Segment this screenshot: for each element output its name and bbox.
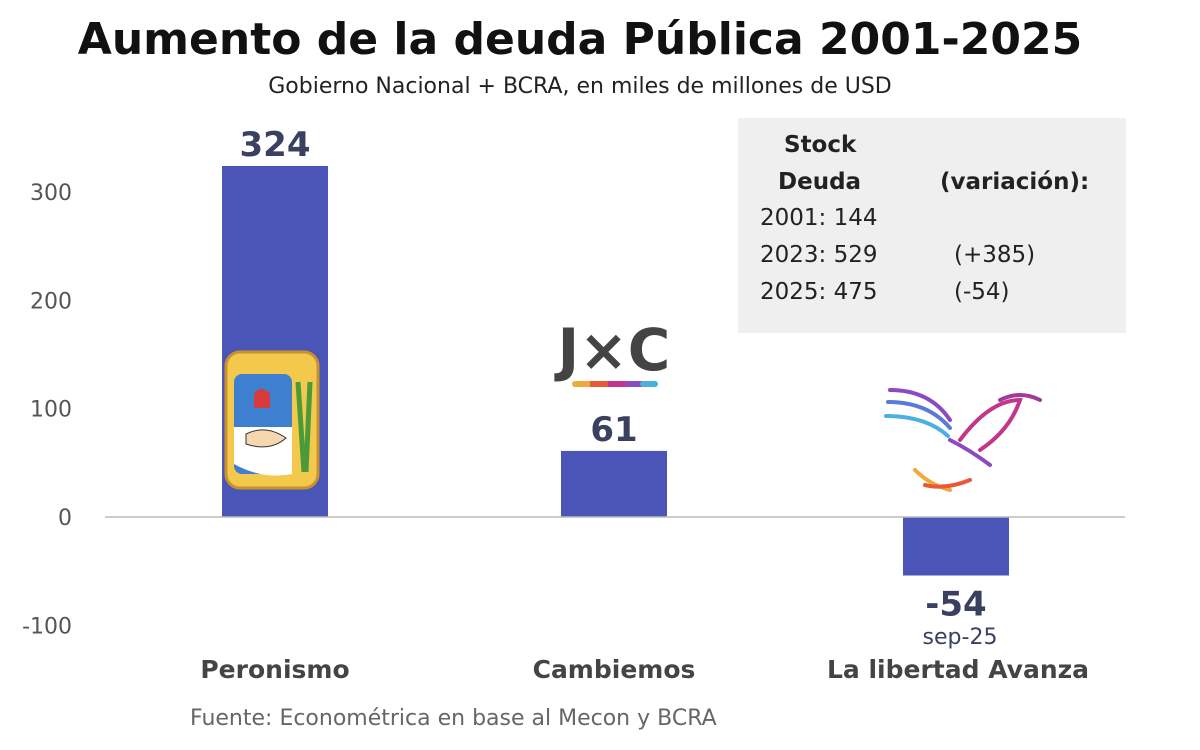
data-label: 324 [240,125,311,165]
infobox-row-label: 2001: 144 [760,205,878,231]
infobox-header-deuda: Deuda [778,169,862,195]
infobox-header-stock: Stock [784,132,857,158]
infobox-row-label: 2023: 529 [760,242,878,268]
y-tick-label: 100 [30,398,72,423]
infobox-header-variacion: (variación): [940,169,1090,195]
x-category-label: La libertad Avanza [827,655,1089,684]
bar-la-libertad-avanza [903,517,1009,576]
infobox-row-label: 2025: 475 [760,279,878,305]
infobox-row-variation: (+385) [954,242,1036,268]
y-tick-label: -100 [22,614,72,639]
annotation-sep-25: sep-25 [923,625,998,650]
y-tick-label: 200 [30,289,72,314]
bar-cambiemos [561,450,667,517]
jxc-logo-icon: J×C [554,316,671,387]
data-label: 61 [590,410,637,450]
debt-stock-infobox: Stock Deuda (variación): 2001: 144 2023:… [738,118,1126,333]
y-tick-label: 0 [58,506,72,531]
data-label: -54 [925,584,986,624]
source-note: Fuente: Econométrica en base al Mecon y … [190,706,717,731]
y-tick-label: 300 [30,181,72,206]
x-category-label: Cambiemos [533,655,696,684]
chart-title: Aumento de la deuda Pública 2001-2025 [77,14,1083,65]
chart-subtitle: Gobierno Nacional + BCRA, en miles de mi… [268,74,892,99]
infobox-row-variation: (-54) [954,279,1010,305]
lla-eagle-icon [884,388,1042,492]
svg-text:J×C: J×C [554,316,671,384]
x-category-label: Peronismo [200,655,349,684]
peronist-shield-icon [224,350,320,490]
